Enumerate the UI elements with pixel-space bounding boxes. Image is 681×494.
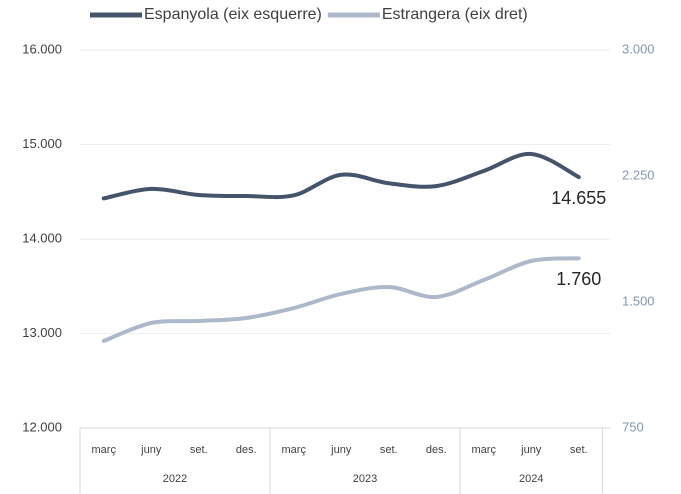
series-line [101, 256, 581, 343]
legend-label: Estrangera (eix dret) [382, 6, 528, 23]
y2-tick-label: 3.000 [622, 41, 655, 56]
x-group-label: 2023 [353, 473, 377, 485]
series-line [101, 151, 581, 201]
y-tick-label: 13.000 [22, 325, 62, 340]
x-tick-label: març [472, 444, 497, 456]
x-tick-label: juny [330, 444, 352, 456]
x-tick-label: set. [380, 444, 398, 456]
x-tick-label: juny [520, 444, 542, 456]
x-tick-label: des. [236, 444, 257, 456]
y2-tick-label: 750 [622, 419, 644, 434]
x-tick-label: març [92, 444, 117, 456]
x-tick-label: set. [570, 444, 588, 456]
x-tick-label: set. [190, 444, 208, 456]
y-tick-label: 12.000 [22, 419, 62, 434]
x-group-label: 2024 [519, 473, 543, 485]
y2-tick-label: 1.500 [622, 293, 655, 308]
x-group-label: 2022 [163, 473, 187, 485]
y-tick-label: 14.000 [22, 230, 62, 245]
x-tick-label: des. [426, 444, 447, 456]
y-tick-label: 16.000 [22, 41, 62, 56]
x-tick-label: març [282, 444, 307, 456]
legend-label: Espanyola (eix esquerre) [144, 6, 322, 23]
y2-tick-label: 2.250 [622, 167, 655, 182]
data-label: 1.760 [556, 269, 601, 289]
y-tick-label: 15.000 [22, 136, 62, 151]
x-tick-label: juny [140, 444, 162, 456]
data-label: 14.655 [551, 188, 606, 208]
